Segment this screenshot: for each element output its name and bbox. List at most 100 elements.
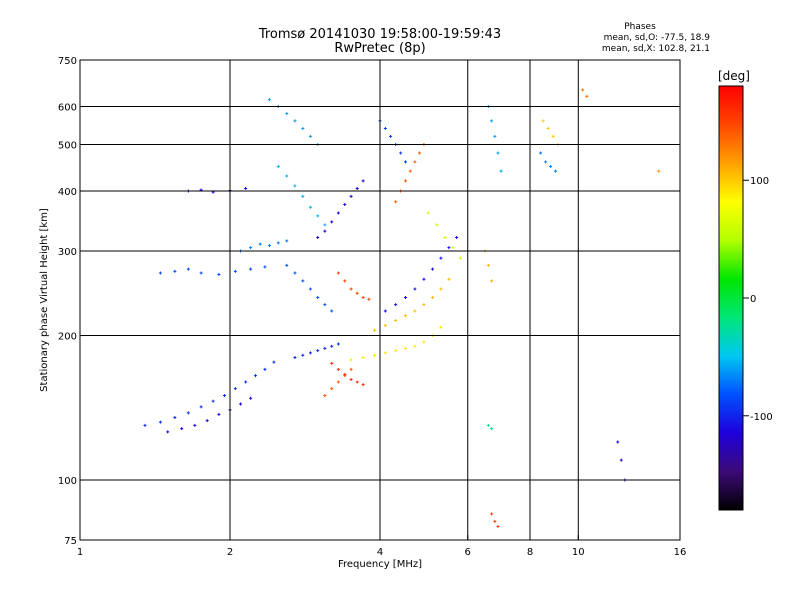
data-point [408,169,412,173]
data-point [316,349,320,353]
data-point [549,164,553,168]
data-point [316,236,320,240]
data-point [403,296,407,300]
data-point [217,412,221,416]
data-point [413,344,417,348]
data-point [383,351,387,355]
data-point [323,229,327,233]
data-point [199,271,203,275]
data-point [394,200,398,204]
y-tick-label: 600 [58,103,77,114]
data-point [581,88,585,92]
data-point [435,223,439,227]
data-point [539,151,543,155]
data-point [439,325,443,329]
y-tick-label: 100 [58,476,77,487]
data-point [301,279,305,283]
data-point [263,367,267,371]
data-point [336,342,340,346]
data-point [244,380,248,384]
data-point [276,241,280,245]
data-point [343,202,347,206]
colorbar [718,85,744,511]
data-point [383,309,387,313]
data-point [431,267,435,271]
x-tick-label: 16 [674,547,687,558]
data-point [439,256,443,260]
data-point [323,303,327,307]
y-axis-label: Stationary phase Virtual Height [km] [39,208,50,392]
colorbar-tick-label: -100 [750,412,773,423]
data-point [173,415,177,419]
x-tick-label: 1 [77,547,83,558]
colorbar-tick-label: 0 [750,294,756,305]
data-point [323,394,327,398]
data-point [293,355,297,359]
data-point [349,358,353,362]
data-point [293,184,297,188]
data-point [422,277,426,281]
data-point [343,372,347,376]
data-point [186,267,190,271]
data-point [553,169,557,173]
data-point [355,186,359,190]
data-point [336,380,340,384]
data-point [458,256,462,260]
data-point [403,179,407,183]
y-tick-label: 750 [58,56,77,67]
data-point [199,405,203,409]
x-tick-label: 10 [572,547,585,558]
data-point [166,430,170,434]
y-tick-labels: 75 100 200 300 400 500 600 750 [58,56,85,547]
data-point [308,351,312,355]
data-point [413,160,417,164]
data-point [361,355,365,359]
y-tick-label: 75 [64,536,77,547]
phase-box-title: Phases [624,22,656,32]
data-point [383,323,387,327]
data-point [336,271,340,275]
colorbar-label: [deg] [718,69,750,83]
data-point [316,214,320,218]
data-point [330,361,334,365]
data-point [486,263,490,267]
data-point [223,394,227,398]
data-point [490,279,494,283]
phase-line-x: mean, sd,X: 102.8, 21.1 [601,44,710,54]
data-point [493,134,497,138]
data-point [244,186,248,190]
data-point [361,179,365,183]
data-point [439,287,443,291]
data-point [217,273,221,277]
x-tick-labels: 1 2 4 6 8 10 16 [77,535,687,558]
y-tick-label: 200 [58,332,77,343]
data-point [349,194,353,198]
data-point [316,296,320,300]
data-point [657,169,661,173]
data-point [349,287,353,291]
data-point [285,263,289,267]
data-point [399,151,403,155]
data-point [253,374,257,378]
data-point [258,242,262,246]
data-point [490,427,494,431]
data-point [486,423,490,427]
data-point [373,328,377,332]
data-point [403,314,407,318]
colorbar-tick-labels: 100 0 -100 [743,176,773,423]
data-point [308,134,312,138]
data-point [285,239,289,243]
data-point [417,151,421,155]
chart-subtitle: RwPretec (8p) [334,41,426,56]
data-point [541,119,545,123]
data-point [422,303,426,307]
data-point [301,353,305,357]
data-point [330,344,334,348]
data-point [301,126,305,130]
data-point [285,174,289,178]
data-point [267,98,271,102]
x-tick-label: 8 [527,547,533,558]
data-point [361,296,365,300]
data-point [455,236,459,240]
